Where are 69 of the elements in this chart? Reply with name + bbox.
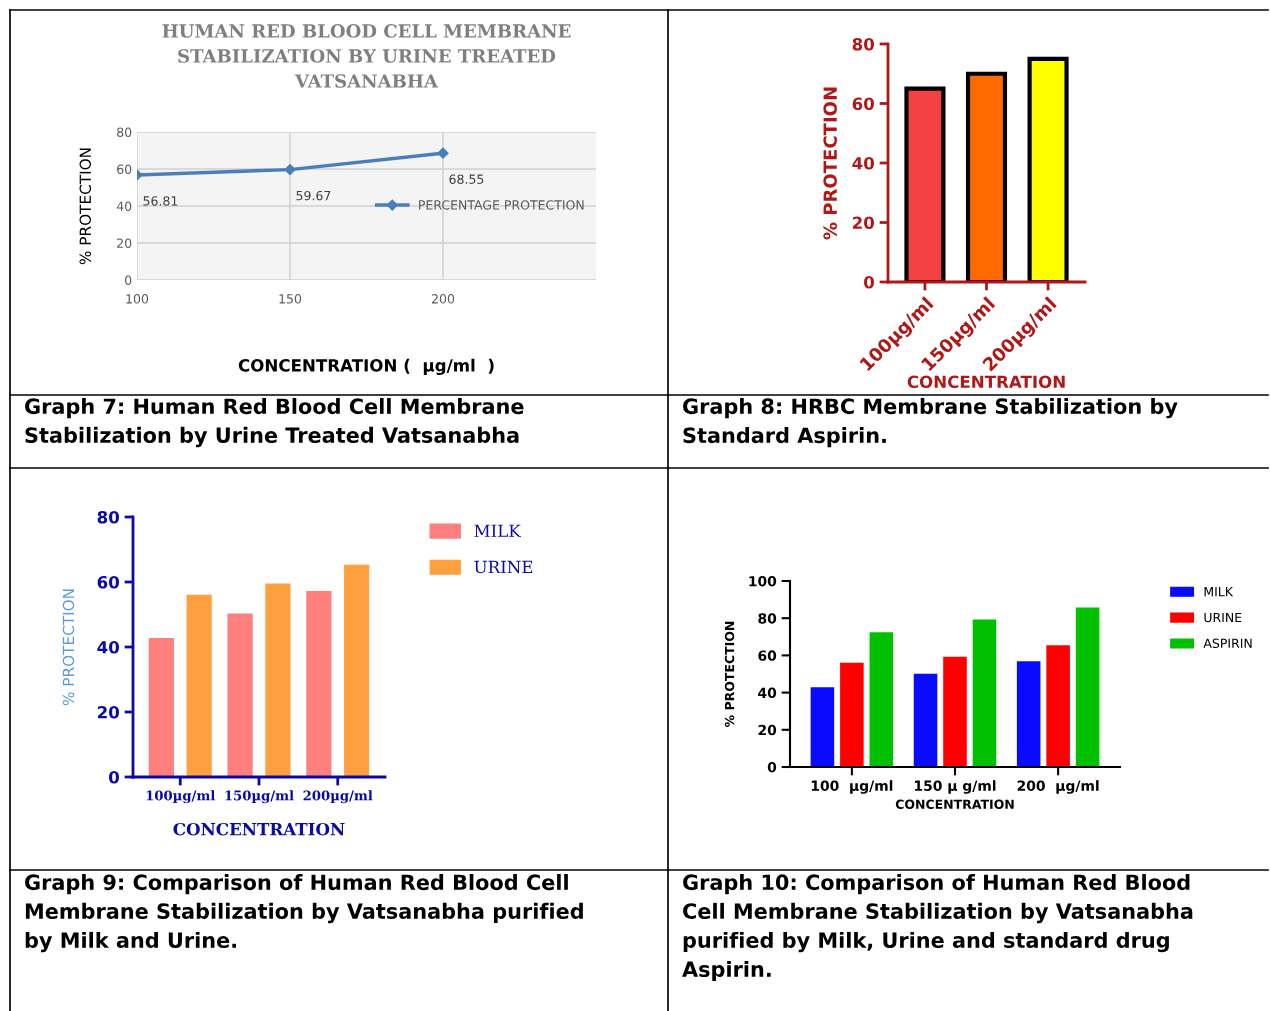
y-tick-label: 40 xyxy=(852,156,875,170)
y-tick-label: 20 xyxy=(852,216,875,230)
x-tick-label: 150µg/ml xyxy=(225,790,294,804)
legend-label: PERCENTAGE PROTECTION xyxy=(419,200,584,210)
bar xyxy=(943,656,967,767)
y-tick-label: 20 xyxy=(758,724,777,736)
bar xyxy=(186,594,212,777)
bar xyxy=(913,673,938,767)
y-tick-label: 40 xyxy=(116,201,132,211)
y-tick-label: 0 xyxy=(109,770,120,784)
y-tick-label: 20 xyxy=(97,705,120,719)
x-tick-label: 100 xyxy=(126,294,149,304)
y-tick-label: 100 xyxy=(749,575,777,587)
x-tick-label: 150 µ g/ml xyxy=(915,780,996,794)
point xyxy=(284,164,296,176)
bar xyxy=(265,583,291,777)
bar xyxy=(972,619,997,767)
bar xyxy=(344,564,370,777)
bar xyxy=(1075,607,1100,767)
legend-label: MILK xyxy=(474,524,521,537)
caption: Graph 7: Human Red Blood Cell Membrane Stabilization by Urine Treated Vatsanabha xyxy=(25,398,524,448)
y-tick-label: 20 xyxy=(117,238,132,248)
y-tick-label: 60 xyxy=(852,97,875,111)
bar xyxy=(869,632,894,767)
x-axis-title: CONCENTRATION xyxy=(907,375,1065,389)
x-axis-title: CONCENTRATION xyxy=(895,799,1014,809)
y-tick-label: 0 xyxy=(864,275,875,289)
y-tick-label: 80 xyxy=(852,37,875,51)
legend-label: URINE xyxy=(474,560,533,574)
data-label: 68.55 xyxy=(449,174,484,184)
legend-label: URINE xyxy=(1204,612,1242,623)
x-tick-label: 200 xyxy=(431,294,455,304)
y-tick-label: 80 xyxy=(758,613,777,624)
y-tick-label: 60 xyxy=(117,164,132,174)
x-tick-label: 200µg/ml xyxy=(303,790,373,804)
y-tick-label: 80 xyxy=(117,127,132,137)
data-label: 59.67 xyxy=(296,190,331,201)
x-tick-label: 150 xyxy=(279,294,302,304)
y-tick-label: 40 xyxy=(758,687,777,699)
x-tick-label: 200 µg/ml xyxy=(1017,780,1099,794)
caption: Graph 8: HRBC Membrane Stabilization by Standard Aspirin. xyxy=(683,398,1178,448)
data-label: 56.81 xyxy=(143,196,178,206)
y-tick-label: 40 xyxy=(97,640,120,654)
x-tick-label: 100 µg/ml xyxy=(811,780,893,794)
bar xyxy=(840,662,864,767)
y-tick-label: 0 xyxy=(125,275,132,285)
chart-title: HUMAN RED BLOOD CELL MEMBRANE STABILIZATION BY URINE TREATED VATSANABHA xyxy=(162,24,571,88)
y-tick-label: 60 xyxy=(97,575,120,589)
y-axis-title: % PROTECTION xyxy=(79,148,92,265)
y-tick-label: 80 xyxy=(97,510,120,524)
x-axis-title: CONCENTRATION ( µg/ml ) xyxy=(238,358,494,376)
bar xyxy=(810,687,835,767)
legend-label: ASPIRIN xyxy=(1203,638,1252,649)
bar xyxy=(306,591,332,777)
y-axis-title: % PROTECTION xyxy=(62,589,75,706)
y-tick-label: 60 xyxy=(758,650,777,661)
y-tick-label: 0 xyxy=(767,761,777,773)
x-tick-label: 100µg/ml xyxy=(146,790,216,804)
caption: Graph 9: Comparison of Human Red Blood Cell Membrane Stabilization by Vatsanabha purified by Milk and Urine. xyxy=(25,874,583,953)
y-axis-title: % PROTECTION xyxy=(823,87,837,240)
bar xyxy=(1016,661,1041,767)
point xyxy=(437,147,449,159)
bar xyxy=(1046,645,1070,767)
y-axis-title: % PROTECTION xyxy=(724,621,735,727)
bar xyxy=(227,613,253,777)
legend-label: MILK xyxy=(1204,587,1234,597)
bar xyxy=(148,637,174,777)
caption: Graph 10: Comparison of Human Red Blood Cell Membrane Stabilization by Vatsanabha purified by Milk, Urine and standard drug Aspirin. xyxy=(682,874,1193,982)
x-axis-title: CONCENTRATION xyxy=(173,822,345,836)
